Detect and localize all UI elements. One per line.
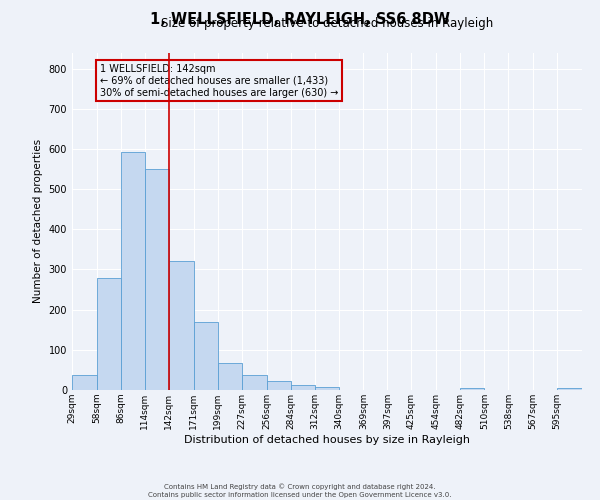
- Bar: [290, 385, 314, 390]
- Bar: [169, 262, 194, 390]
- Bar: [460, 388, 484, 390]
- Bar: [194, 322, 218, 390]
- Bar: [121, 152, 145, 390]
- Bar: [145, 169, 169, 390]
- Bar: [266, 381, 290, 390]
- Bar: [218, 362, 242, 390]
- Bar: [314, 387, 338, 390]
- Bar: [557, 388, 582, 390]
- Text: 1 WELLSFIELD: 142sqm
← 69% of detached houses are smaller (1,433)
30% of semi-de: 1 WELLSFIELD: 142sqm ← 69% of detached h…: [100, 64, 338, 98]
- Bar: [72, 374, 97, 390]
- Text: Contains HM Land Registry data © Crown copyright and database right 2024.
Contai: Contains HM Land Registry data © Crown c…: [148, 484, 452, 498]
- X-axis label: Distribution of detached houses by size in Rayleigh: Distribution of detached houses by size …: [184, 434, 470, 444]
- Bar: [97, 278, 121, 390]
- Bar: [242, 374, 266, 390]
- Text: 1, WELLSFIELD, RAYLEIGH, SS6 8DW: 1, WELLSFIELD, RAYLEIGH, SS6 8DW: [150, 12, 450, 28]
- Y-axis label: Number of detached properties: Number of detached properties: [33, 139, 43, 304]
- Title: Size of property relative to detached houses in Rayleigh: Size of property relative to detached ho…: [161, 18, 493, 30]
